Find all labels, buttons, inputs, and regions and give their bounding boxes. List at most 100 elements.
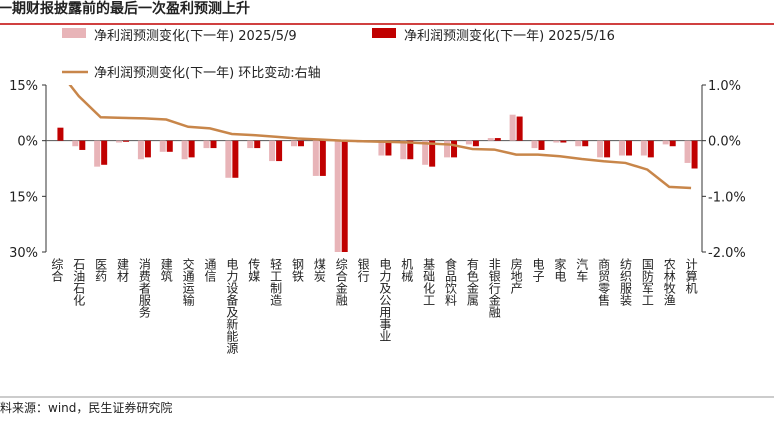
line-series [68, 85, 692, 190]
bar [465, 140, 472, 145]
bar [79, 140, 86, 150]
bar [319, 140, 326, 176]
bar [472, 140, 479, 147]
y-tick-label: 30% [9, 246, 38, 261]
x-tick-label: 建材 [116, 258, 130, 282]
x-tick-label: 通信 [203, 258, 217, 283]
bar [290, 140, 297, 147]
x-tick-label: 建筑 [159, 258, 173, 282]
bar [247, 140, 254, 149]
x-tick-label: 纺织服装 [618, 258, 632, 307]
bar [531, 140, 538, 149]
bar [72, 140, 79, 147]
y2-tick-label: 1.0% [708, 79, 741, 94]
bar [422, 140, 429, 165]
x-tick-label: 消费者服务 [137, 258, 151, 318]
bar [137, 140, 144, 160]
bar [232, 140, 239, 178]
bar [101, 140, 108, 165]
line-clip [68, 85, 692, 190]
x-tick-label: 房地产 [509, 257, 523, 295]
legend-swatch [62, 28, 86, 38]
bar [334, 140, 341, 252]
x-tick-label: 汽车 [575, 257, 589, 283]
bar [407, 140, 414, 160]
bar [451, 140, 458, 158]
bar [378, 140, 385, 156]
x-tick-label: 基础化工 [422, 258, 436, 306]
bar [669, 140, 676, 147]
x-tick-label: 食品饮料 [444, 257, 458, 306]
bar [640, 140, 647, 156]
bar [341, 140, 348, 252]
bar [625, 140, 632, 156]
bar [94, 140, 101, 167]
bar [582, 140, 589, 147]
legend-label: 净利润预测变化(下一年) 2025/5/9 [94, 28, 297, 44]
x-tick-label: 综合金融 [334, 258, 348, 307]
x-tick-label: 国防军工 [640, 258, 654, 306]
bar [487, 138, 494, 141]
bar [225, 140, 232, 178]
bar [166, 140, 173, 152]
bar [116, 140, 123, 143]
x-tick-label: 商贸零售 [597, 257, 611, 306]
x-tick-label: 农林牧渔 [662, 258, 676, 306]
bar [159, 140, 166, 152]
bar [444, 140, 451, 158]
x-tick-label: 有色金属 [465, 258, 479, 307]
bar [269, 140, 276, 162]
bar [516, 116, 523, 141]
x-tick-label: 计算机 [684, 258, 698, 294]
bar [647, 140, 654, 158]
bar [662, 140, 669, 145]
x-tick-label: 银行 [356, 258, 370, 282]
bar [538, 140, 545, 150]
bar [684, 140, 691, 163]
y2-tick-label: 0.0% [708, 135, 741, 150]
x-tick-label: 电力及公用事业 [378, 258, 392, 342]
source: 资料来源：wind，民生证券研究院 [0, 400, 172, 415]
bar [203, 140, 210, 149]
chart-title: 一期财报披露前的最后一次盈利预测上升 [0, 0, 250, 17]
bar [400, 140, 407, 160]
bar [604, 140, 611, 158]
x-tick-label: 煤炭 [312, 258, 326, 283]
bar [509, 114, 516, 141]
y2-tick-label: -2.0% [708, 246, 746, 261]
legend-swatch [372, 28, 396, 38]
bar [618, 140, 625, 156]
x-tick-label: 钢铁 [290, 258, 304, 282]
y-tick-label: 0% [17, 135, 38, 150]
y-tick-label: 15% [9, 190, 38, 205]
bar [429, 140, 436, 167]
bar [553, 140, 560, 143]
bar [691, 140, 698, 169]
legend-label: 净利润预测变化(下一年) 环比变动:右轴 [94, 65, 321, 81]
bar [575, 140, 582, 147]
legend-label: 净利润预测变化(下一年) 2025/5/16 [404, 28, 615, 44]
x-tick-label: 传媒 [247, 257, 261, 282]
bar [297, 140, 304, 147]
y2-tick-label: -1.0% [708, 190, 746, 205]
bar [276, 140, 283, 162]
x-tick-label: 机械 [400, 258, 414, 282]
bar [597, 140, 604, 158]
x-tick-label: 电力设备及新能源 [225, 258, 239, 355]
x-tick-label: 石油石化 [72, 258, 86, 307]
bar [254, 140, 261, 149]
x-tick-label: 非银行金融 [487, 258, 501, 319]
bar [494, 138, 501, 141]
bar [188, 140, 195, 158]
x-tick-label: 综合 [50, 258, 64, 282]
bar [144, 140, 151, 158]
bar [312, 140, 319, 176]
bar [210, 140, 217, 149]
bar [181, 140, 188, 160]
x-tick-label: 轻工制造 [269, 258, 283, 306]
x-tick-label: 电子 [531, 258, 545, 282]
bar [560, 140, 567, 143]
x-tick-label: 家电 [553, 257, 567, 282]
x-tick-label: 医药 [94, 258, 108, 282]
